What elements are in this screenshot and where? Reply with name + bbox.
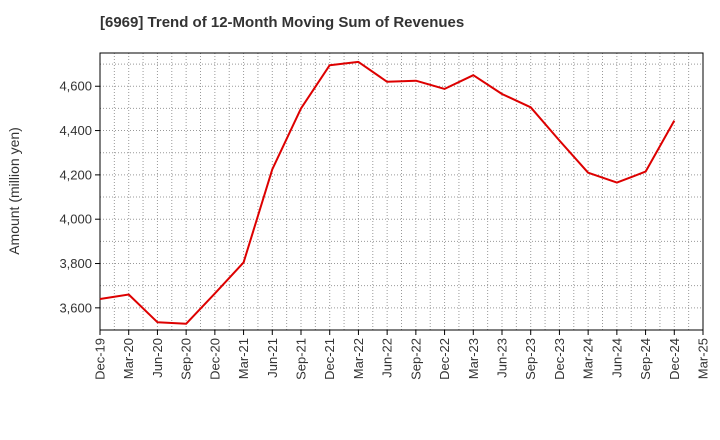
x-axis-ticks: Dec-19 Mar-20 Jun-20 Sep-20 Dec-20 Mar-21 Jun-… [93,330,711,380]
y-tick-label: 4,400 [59,123,92,138]
x-tick-label: Jun-22 [380,338,395,378]
x-tick-label: Dec-22 [437,338,452,380]
x-tick-label: Jun-20 [150,338,165,378]
x-tick-label: Dec-24 [667,338,682,380]
chart-title: [6969] Trend of 12-Month Moving Sum of R… [100,14,465,31]
x-tick-label: Mar-20 [121,338,136,379]
x-tick-label: Sep-20 [179,338,194,380]
x-tick-label: Jun-21 [265,338,280,378]
revenue-series-line [99,60,676,325]
x-tick-label: Mar-25 [696,338,711,379]
x-tick-label: Dec-21 [322,338,337,380]
y-tick-label: 3,600 [59,300,92,315]
x-tick-label: Jun-24 [609,338,624,378]
x-tick-label: Mar-22 [351,338,366,379]
x-tick-label: Sep-23 [523,338,538,380]
y-axis-title: Amount (million yen) [6,127,22,255]
y-tick-label: 4,000 [59,212,92,227]
series-layer [99,60,676,325]
x-tick-label: Mar-23 [466,338,481,379]
y-tick-label: 4,200 [59,167,92,182]
x-tick-label: Sep-21 [294,338,309,380]
grid-lines [100,53,703,330]
x-tick-label: Mar-21 [236,338,251,379]
plot-area-frame [99,52,704,331]
y-tick-label: 3,800 [59,256,92,271]
x-tick-label: Dec-20 [207,338,222,380]
y-axis-ticks: 3,600 3,800 4,000 4,200 4,400 4,600 [59,79,100,315]
x-tick-label: Dec-19 [93,338,108,380]
x-tick-label: Dec-23 [552,338,567,380]
y-tick-label: 4,600 [59,79,92,94]
x-tick-label: Sep-24 [638,338,653,380]
x-tick-label: Mar-24 [581,338,596,379]
x-tick-label: Jun-23 [495,338,510,378]
x-tick-label: Sep-22 [408,338,423,380]
